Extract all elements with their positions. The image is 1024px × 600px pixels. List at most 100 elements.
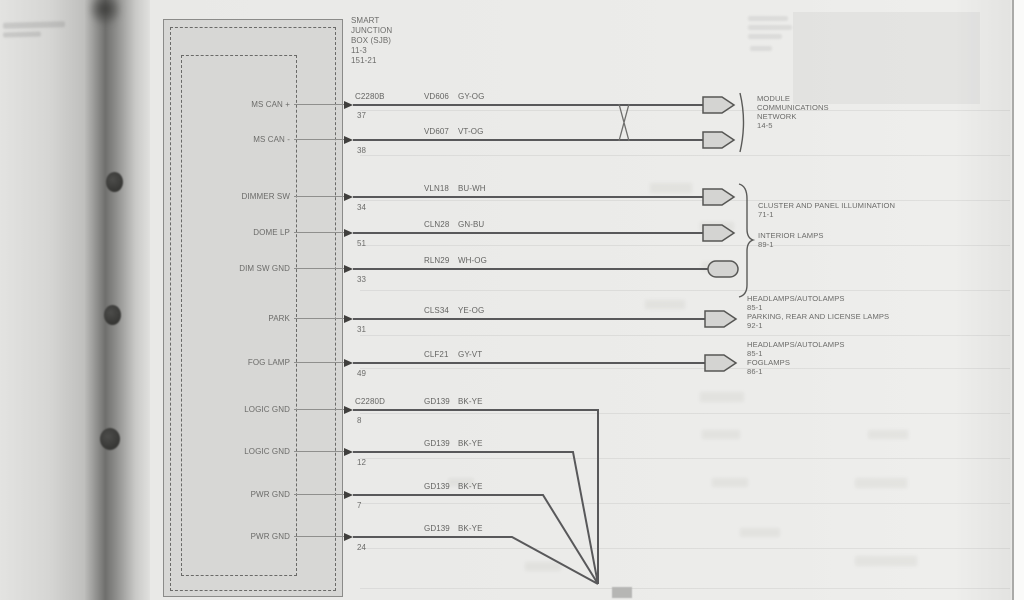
- offpage-connector-capsule: [707, 260, 739, 278]
- pin-label: PWR GND: [250, 532, 290, 541]
- pin-label: FOG LAMP: [247, 358, 290, 367]
- wire-color-code: BK-YE: [458, 439, 483, 448]
- pin-number: 7: [357, 501, 362, 510]
- leader-line: [294, 196, 344, 197]
- pin-arrow: [344, 193, 353, 201]
- bleedthrough-smudge: [712, 478, 748, 487]
- gutter-top-smudge: [88, 0, 122, 26]
- pin-label: DIMMER SW: [241, 192, 290, 201]
- sjb-title-line: JUNCTION: [351, 26, 393, 35]
- pin-arrow: [344, 315, 353, 323]
- scan-line: [360, 503, 1010, 504]
- offpage-connector-arrow: [704, 310, 738, 328]
- pin-arrow: [344, 359, 353, 367]
- pin-arrow: [344, 229, 353, 237]
- binding-hole: [104, 305, 121, 325]
- wire-color-code: BK-YE: [458, 524, 483, 533]
- pin-number: 51: [357, 239, 367, 248]
- scan-line: [360, 200, 1010, 201]
- bracket-module-comms: [739, 92, 745, 153]
- destination-line: FOGLAMPS: [747, 358, 790, 367]
- scan-line: [360, 110, 1010, 111]
- wire-logic-gnd-2: [353, 451, 599, 585]
- leader-line: [294, 536, 344, 537]
- wire-color-code: VT-OG: [458, 127, 484, 136]
- wire-color-code: YE-OG: [458, 306, 485, 315]
- wire-pwr-gnd-2: [353, 536, 599, 585]
- destination-line: HEADLAMPS/AUTOLAMPS: [747, 294, 845, 303]
- bleedthrough-box: [793, 12, 980, 104]
- scan-line: [360, 155, 1010, 156]
- pin-arrow: [344, 448, 353, 456]
- destination-line: NETWORK: [757, 112, 797, 121]
- circuit-id: VD606: [424, 92, 449, 101]
- pin-arrow: [344, 101, 353, 109]
- bleedthrough-smudge: [650, 183, 692, 193]
- sjb-title-line: BOX (SJB): [351, 36, 392, 45]
- pin-label: MS CAN -: [253, 135, 290, 144]
- wire-color-code: GY-VT: [458, 350, 483, 359]
- brace-illumination-group: [738, 183, 756, 298]
- pin-label: LOGIC GND: [244, 447, 290, 456]
- page-right-edge: [1012, 0, 1014, 600]
- sjb-box: [163, 19, 343, 597]
- pin-label: MS CAN +: [251, 100, 290, 109]
- destination-line: 89-1: [758, 240, 774, 249]
- leader-line: [294, 409, 344, 410]
- scan-line: [360, 413, 1010, 414]
- pin-number: 8: [357, 416, 362, 425]
- pin-arrow: [344, 406, 353, 414]
- wire-logic-gnd-1: [353, 409, 599, 584]
- destination-line: 86-1: [747, 367, 763, 376]
- pin-number: 38: [357, 146, 367, 155]
- circuit-id: GD139: [424, 482, 450, 491]
- leader-line: [294, 318, 344, 319]
- circuit-id: GD139: [424, 397, 450, 406]
- pin-label: DOME LP: [253, 228, 290, 237]
- left-page-margin: [0, 0, 88, 600]
- offpage-connector-arrow: [702, 188, 736, 206]
- destination-line: CLUSTER AND PANEL ILLUMINATION: [758, 201, 896, 210]
- destination-line: INTERIOR LAMPS: [758, 231, 824, 240]
- circuit-id: CLS34: [424, 306, 449, 315]
- binding-hole: [106, 172, 123, 192]
- wire-color-code: BU-WH: [458, 184, 486, 193]
- offpage-connector-arrow: [704, 354, 738, 372]
- pin-arrow: [344, 491, 353, 499]
- pin-number: 24: [357, 543, 367, 552]
- sjb-title-line: 151-21: [351, 56, 377, 65]
- circuit-id: VD607: [424, 127, 449, 136]
- circuit-id: GD139: [424, 439, 450, 448]
- pin-arrow: [344, 265, 353, 273]
- ground-label-blob: [612, 587, 632, 598]
- bleedthrough-text: [748, 16, 788, 21]
- destination-line: COMMUNICATIONS: [757, 103, 829, 112]
- pin-number: 49: [357, 369, 367, 378]
- bleedthrough-smudge: [855, 478, 907, 488]
- scan-line: [360, 335, 1010, 336]
- pin-number: 34: [357, 203, 367, 212]
- destination-line: MODULE: [757, 94, 791, 103]
- sjb-inner-dashed-box: [181, 55, 297, 576]
- destination-line: 14-5: [757, 121, 773, 130]
- wire-color-code: GN-BU: [458, 220, 485, 229]
- sjb-title-line: 11-3: [351, 46, 367, 55]
- bleedthrough-smudge: [855, 556, 917, 566]
- wire-color-code: BK-YE: [458, 482, 483, 491]
- bleedthrough-smudge: [700, 392, 744, 402]
- destination-line: 71-1: [758, 210, 774, 219]
- sjb-box-dashed-border: [170, 27, 336, 591]
- destination-line: 85-1: [747, 303, 763, 312]
- leader-line: [294, 451, 344, 452]
- page-right-strip: [1014, 0, 1024, 600]
- sjb-title-line: SMART: [351, 16, 380, 25]
- bleedthrough-smudge: [740, 528, 780, 537]
- pin-label: PWR GND: [250, 490, 290, 499]
- offpage-connector-arrow: [702, 224, 736, 242]
- circuit-id: RLN29: [424, 256, 450, 265]
- destination-line: HEADLAMPS/AUTOLAMPS: [747, 340, 845, 349]
- circuit-id: CLF21: [424, 350, 449, 359]
- leader-line: [294, 362, 344, 363]
